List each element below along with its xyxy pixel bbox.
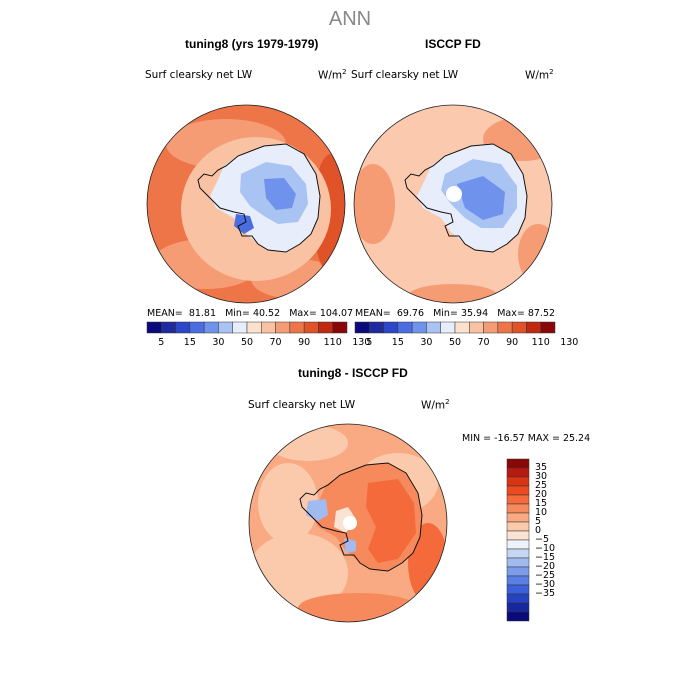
diff-colorbar-swatch — [506, 467, 530, 478]
colorbar-swatch — [369, 321, 384, 334]
diff-colorbar-swatch — [506, 602, 530, 613]
colorbar-swatch — [275, 321, 291, 334]
diff-colorbar-tick-label: −25 — [535, 570, 556, 581]
colorbar-swatch — [397, 321, 413, 334]
colorbar-tick-label: 70 — [269, 337, 282, 348]
colorbar-swatch — [469, 321, 484, 334]
diff-colorbar-swatch — [506, 458, 530, 469]
diff-colorbar-swatch — [506, 566, 530, 577]
colorbar-swatch — [411, 321, 427, 334]
diff-colorbar-tick-label: −10 — [535, 543, 556, 554]
diff-colorbar-swatch — [506, 575, 530, 586]
panel3-stats: MIN = -16.57 MAX = 25.24 — [462, 433, 591, 444]
panel1-title: tuning8 (yrs 1979-1979) — [185, 37, 319, 51]
diff-colorbar-swatch — [506, 503, 530, 514]
colorbar-swatch — [426, 321, 441, 334]
colorbar-tick-label: 130 — [560, 337, 579, 348]
colorbar-tick-label: 130 — [352, 337, 371, 348]
colorbar-swatch — [261, 321, 276, 334]
colorbar-swatch — [161, 321, 176, 334]
diff-colorbar-swatch — [506, 593, 530, 604]
panel3-variable: Surf clearsky net LW — [248, 399, 356, 411]
colorbar-swatch — [383, 321, 399, 334]
diff-colorbar-tick-label: −5 — [535, 534, 550, 545]
colorbar-tick-label: 110 — [531, 337, 550, 348]
panel2-stats: MEAN= 69.76 Min= 35.94 Max= 87.52 — [355, 308, 556, 319]
diff-colorbar-swatch — [506, 512, 530, 523]
colorbar-swatch — [540, 321, 556, 334]
diff-colorbar-swatch — [506, 494, 530, 505]
diff-colorbar-tick-label: 0 — [535, 525, 542, 536]
colorbar-swatch — [318, 321, 333, 334]
colorbar-tick-label: 15 — [391, 337, 404, 348]
panel1-stats: MEAN= 81.81 Min= 40.52 Max= 104.07 — [147, 308, 354, 319]
diff-colorbar-tick-label: −30 — [535, 579, 556, 590]
colorbar-swatch — [332, 321, 348, 334]
diff-colorbar-tick-label: 20 — [535, 489, 548, 500]
main-title: ANN — [328, 8, 372, 30]
panel2-colorbar — [354, 321, 556, 334]
colorbar-tick-label: 30 — [420, 337, 433, 348]
panel1-units: W/m2 — [318, 68, 347, 82]
diff-colorbar-swatch — [506, 521, 530, 532]
colorbar-swatch — [511, 321, 527, 334]
colorbar-swatch — [440, 321, 456, 334]
diff-colorbar-swatch — [506, 476, 530, 487]
colorbar-swatch — [175, 321, 191, 334]
colorbar-swatch — [246, 321, 262, 334]
diff-colorbar-tick-label: −20 — [535, 561, 556, 572]
panel3-units: W/m2 — [421, 398, 450, 412]
panel2-title: ISCCP FD — [425, 37, 481, 51]
colorbar-tick-label: 110 — [323, 337, 342, 348]
colorbar-tick-label: 30 — [212, 337, 225, 348]
diff-colorbar-tick-label: −15 — [535, 552, 556, 563]
panel1-colorbar — [146, 321, 348, 334]
diff-colorbar-swatch — [506, 557, 530, 568]
panel2-map — [353, 104, 553, 304]
colorbar-swatch — [526, 321, 541, 334]
colorbar-swatch — [454, 321, 470, 334]
colorbar-tick-label: 70 — [477, 337, 490, 348]
diff-colorbar-swatch — [506, 548, 530, 559]
diff-colorbar-tick-label: −35 — [535, 588, 556, 599]
panel2-variable: Surf clearsky net LW — [351, 69, 459, 81]
diff-colorbar-tick-label: 5 — [535, 516, 542, 527]
colorbar-tick-label: 15 — [183, 337, 196, 348]
diff-colorbar-swatch — [506, 485, 530, 496]
colorbar-tick-label: 90 — [506, 337, 519, 348]
colorbar-swatch — [483, 321, 499, 334]
panel1-variable: Surf clearsky net LW — [145, 69, 253, 81]
colorbar-tick-label: 90 — [298, 337, 311, 348]
diff-colorbar-swatch — [506, 539, 530, 550]
colorbar-swatch — [354, 321, 370, 334]
panel3-title: tuning8 - ISCCP FD — [298, 366, 408, 380]
colorbar-swatch — [303, 321, 319, 334]
colorbar-swatch — [289, 321, 305, 334]
colorbar-swatch — [497, 321, 513, 334]
diff-colorbar-swatch — [506, 584, 530, 595]
panel1-map — [146, 104, 346, 304]
panel2-units: W/m2 — [525, 68, 554, 82]
panel3-map — [248, 423, 448, 623]
colorbar-swatch — [203, 321, 219, 334]
colorbar-swatch — [146, 321, 162, 334]
diff-colorbar-tick-label: 15 — [535, 498, 548, 509]
diff-colorbar-swatch — [506, 530, 530, 541]
diff-colorbar-tick-label: 30 — [535, 471, 548, 482]
colorbar-swatch — [232, 321, 248, 334]
colorbar-tick-label: 50 — [240, 337, 254, 348]
diff-colorbar-tick-label: 25 — [535, 480, 548, 491]
diff-colorbar-tick-label: 35 — [535, 462, 548, 473]
diff-colorbar-tick-label: 10 — [535, 507, 548, 518]
colorbar-swatch — [218, 321, 233, 334]
colorbar-tick-label: 5 — [158, 337, 165, 348]
diff-colorbar — [506, 458, 530, 622]
diff-colorbar-swatch — [506, 611, 530, 622]
colorbar-swatch — [189, 321, 205, 334]
colorbar-tick-label: 50 — [448, 337, 462, 348]
colorbar-tick-label: 5 — [366, 337, 373, 348]
